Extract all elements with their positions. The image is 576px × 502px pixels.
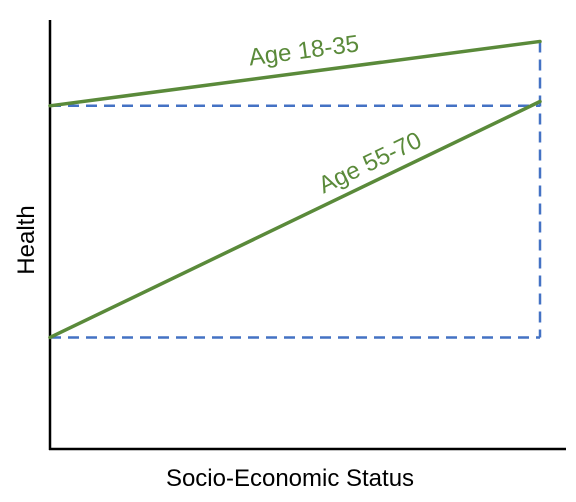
- y-axis-label: Health: [13, 205, 40, 274]
- series-label-1: Age 18-35: [247, 30, 360, 71]
- series-lines: [48, 39, 542, 340]
- x-axis-label: Socio-Economic Status: [166, 465, 414, 492]
- series-line-1: [48, 39, 542, 108]
- series-line-2: [48, 99, 542, 340]
- guide-lines: [50, 41, 542, 339]
